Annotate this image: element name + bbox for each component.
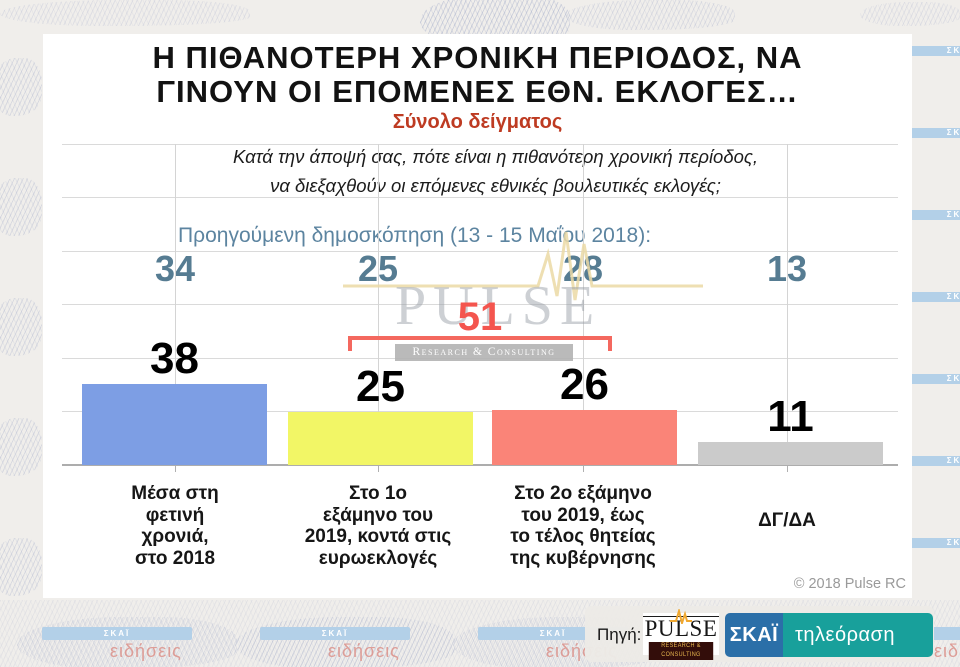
- source-label: Πηγή:: [597, 625, 642, 644]
- skai-bar-logo: ΣΚΑΪ: [880, 210, 960, 220]
- sum-annotation: 51: [457, 295, 503, 339]
- category-label: Στο 1ο εξάμηνο του 2019, κοντά στις ευρω…: [304, 483, 452, 569]
- skai-bar-logo: ΣΚΑΪ: [880, 128, 960, 138]
- bar-column: 11: [698, 395, 883, 465]
- skai-logo: ΣΚΑΪ τηλεόραση: [725, 613, 933, 657]
- bar-column: 25: [288, 365, 473, 465]
- bar-value-label: 26: [560, 360, 609, 409]
- previous-value: 25: [357, 248, 399, 289]
- chart-subtitle: Σύνολο δείγματος: [392, 111, 563, 133]
- background-swirl: [0, 58, 42, 116]
- pulse-logo-wordmark: PULSE: [642, 609, 720, 641]
- source-bar: Πηγή: PULSE RESEARCH & CONSULTING ΣΚΑΪ τ…: [585, 606, 934, 662]
- bar-dont-know: [698, 442, 883, 465]
- bar-1st-half-2019: [288, 412, 473, 465]
- gridline: [62, 144, 898, 145]
- gridline: [378, 144, 379, 465]
- background-swirl: [565, 0, 735, 30]
- bar-value-label: 38: [150, 334, 199, 383]
- skai-bar-logo: ΣΚΑΪ: [880, 292, 960, 302]
- gridline: [62, 251, 898, 252]
- gridline: [175, 144, 176, 465]
- skai-bar-logo: ΣΚΑΪ: [880, 456, 960, 466]
- sum-bracket: [348, 336, 612, 351]
- gridline: [62, 197, 898, 198]
- bar-value-label: 25: [356, 362, 405, 411]
- category-label: Στο 2ο εξάμηνο του 2019, έως το τέλος θη…: [510, 483, 656, 569]
- bar-2nd-half-2019: [492, 410, 677, 465]
- skai-bar-logo: ΣΚΑΪ: [880, 46, 960, 56]
- bar-value-label: 11: [767, 392, 814, 441]
- survey-question-line1: Κατά την άποψή σας, πότε είναι η πιθανότ…: [232, 146, 759, 167]
- background-swirl: [0, 298, 42, 356]
- watermark-tagline: Research & Consulting: [395, 344, 573, 361]
- category-label: ΔΓ/ΔΑ: [758, 510, 816, 531]
- watermark-brand: PULSE: [395, 275, 602, 337]
- background-swirl: [0, 178, 42, 236]
- background-swirl: [0, 538, 42, 596]
- skai-bar-logo: ΣΚΑΪ: [42, 627, 192, 640]
- gridline: [62, 304, 898, 305]
- bar-2018: [82, 384, 267, 465]
- previous-value: 34: [154, 248, 196, 289]
- axis-tick: [583, 466, 584, 472]
- bar-column: 38: [82, 337, 267, 465]
- survey-question-line2: να διεξαχθούν οι επόμενες εθνικές βουλευ…: [270, 175, 721, 196]
- gridline: [583, 144, 584, 465]
- pulse-logo: PULSE RESEARCH & CONSULTING: [642, 609, 720, 660]
- category-label: Μέσα στη φετινή χρονιά, στο 2018: [131, 483, 219, 569]
- gridline: [62, 411, 898, 412]
- skai-product-label: τηλεόραση: [783, 613, 933, 657]
- chart-title-line2: ΓΙΝΟΥΝ ΟΙ ΕΠΟΜΕΝΕΣ ΕΘΝ. ΕΚΛΟΓΕΣ…: [156, 74, 799, 109]
- axis-tick: [378, 466, 379, 472]
- pulse-waveform-icon: [343, 231, 703, 301]
- previous-value: 13: [766, 248, 808, 289]
- skai-bar-logo: ΣΚΑΪ: [880, 538, 960, 548]
- skai-bar-logo: ΣΚΑΪ: [260, 627, 410, 640]
- background-swirl: [0, 0, 250, 26]
- copyright-note: © 2018 Pulse RC: [793, 576, 906, 592]
- skai-logo-wordmark: ΣΚΑΪ: [725, 613, 783, 657]
- axis-tick: [787, 466, 788, 472]
- pulse-spike-icon: [669, 609, 692, 624]
- previous-poll-label: Προηγούμενη δημοσκόπηση (13 - 15 Μαΐου 2…: [178, 224, 652, 247]
- background-swirl: [0, 418, 42, 476]
- x-axis-line: [62, 464, 898, 466]
- bar-column: 26: [492, 363, 677, 465]
- gridline: [787, 144, 788, 465]
- chart-title-line1: Η ΠΙΘΑΝΟΤΕΡΗ ΧΡΟΝΙΚΗ ΠΕΡΙΟΔΟΣ, ΝΑ: [152, 40, 803, 75]
- skai-bar-logo: ΣΚΑΪ: [880, 374, 960, 384]
- pulse-logo-tagline: RESEARCH & CONSULTING: [648, 642, 714, 660]
- axis-tick: [175, 466, 176, 472]
- chart-panel: Η ΠΙΘΑΝΟΤΕΡΗ ΧΡΟΝΙΚΗ ΠΕΡΙΟΔΟΣ, ΝΑ ΓΙΝΟΥΝ…: [43, 34, 912, 598]
- background-swirl: [860, 2, 960, 26]
